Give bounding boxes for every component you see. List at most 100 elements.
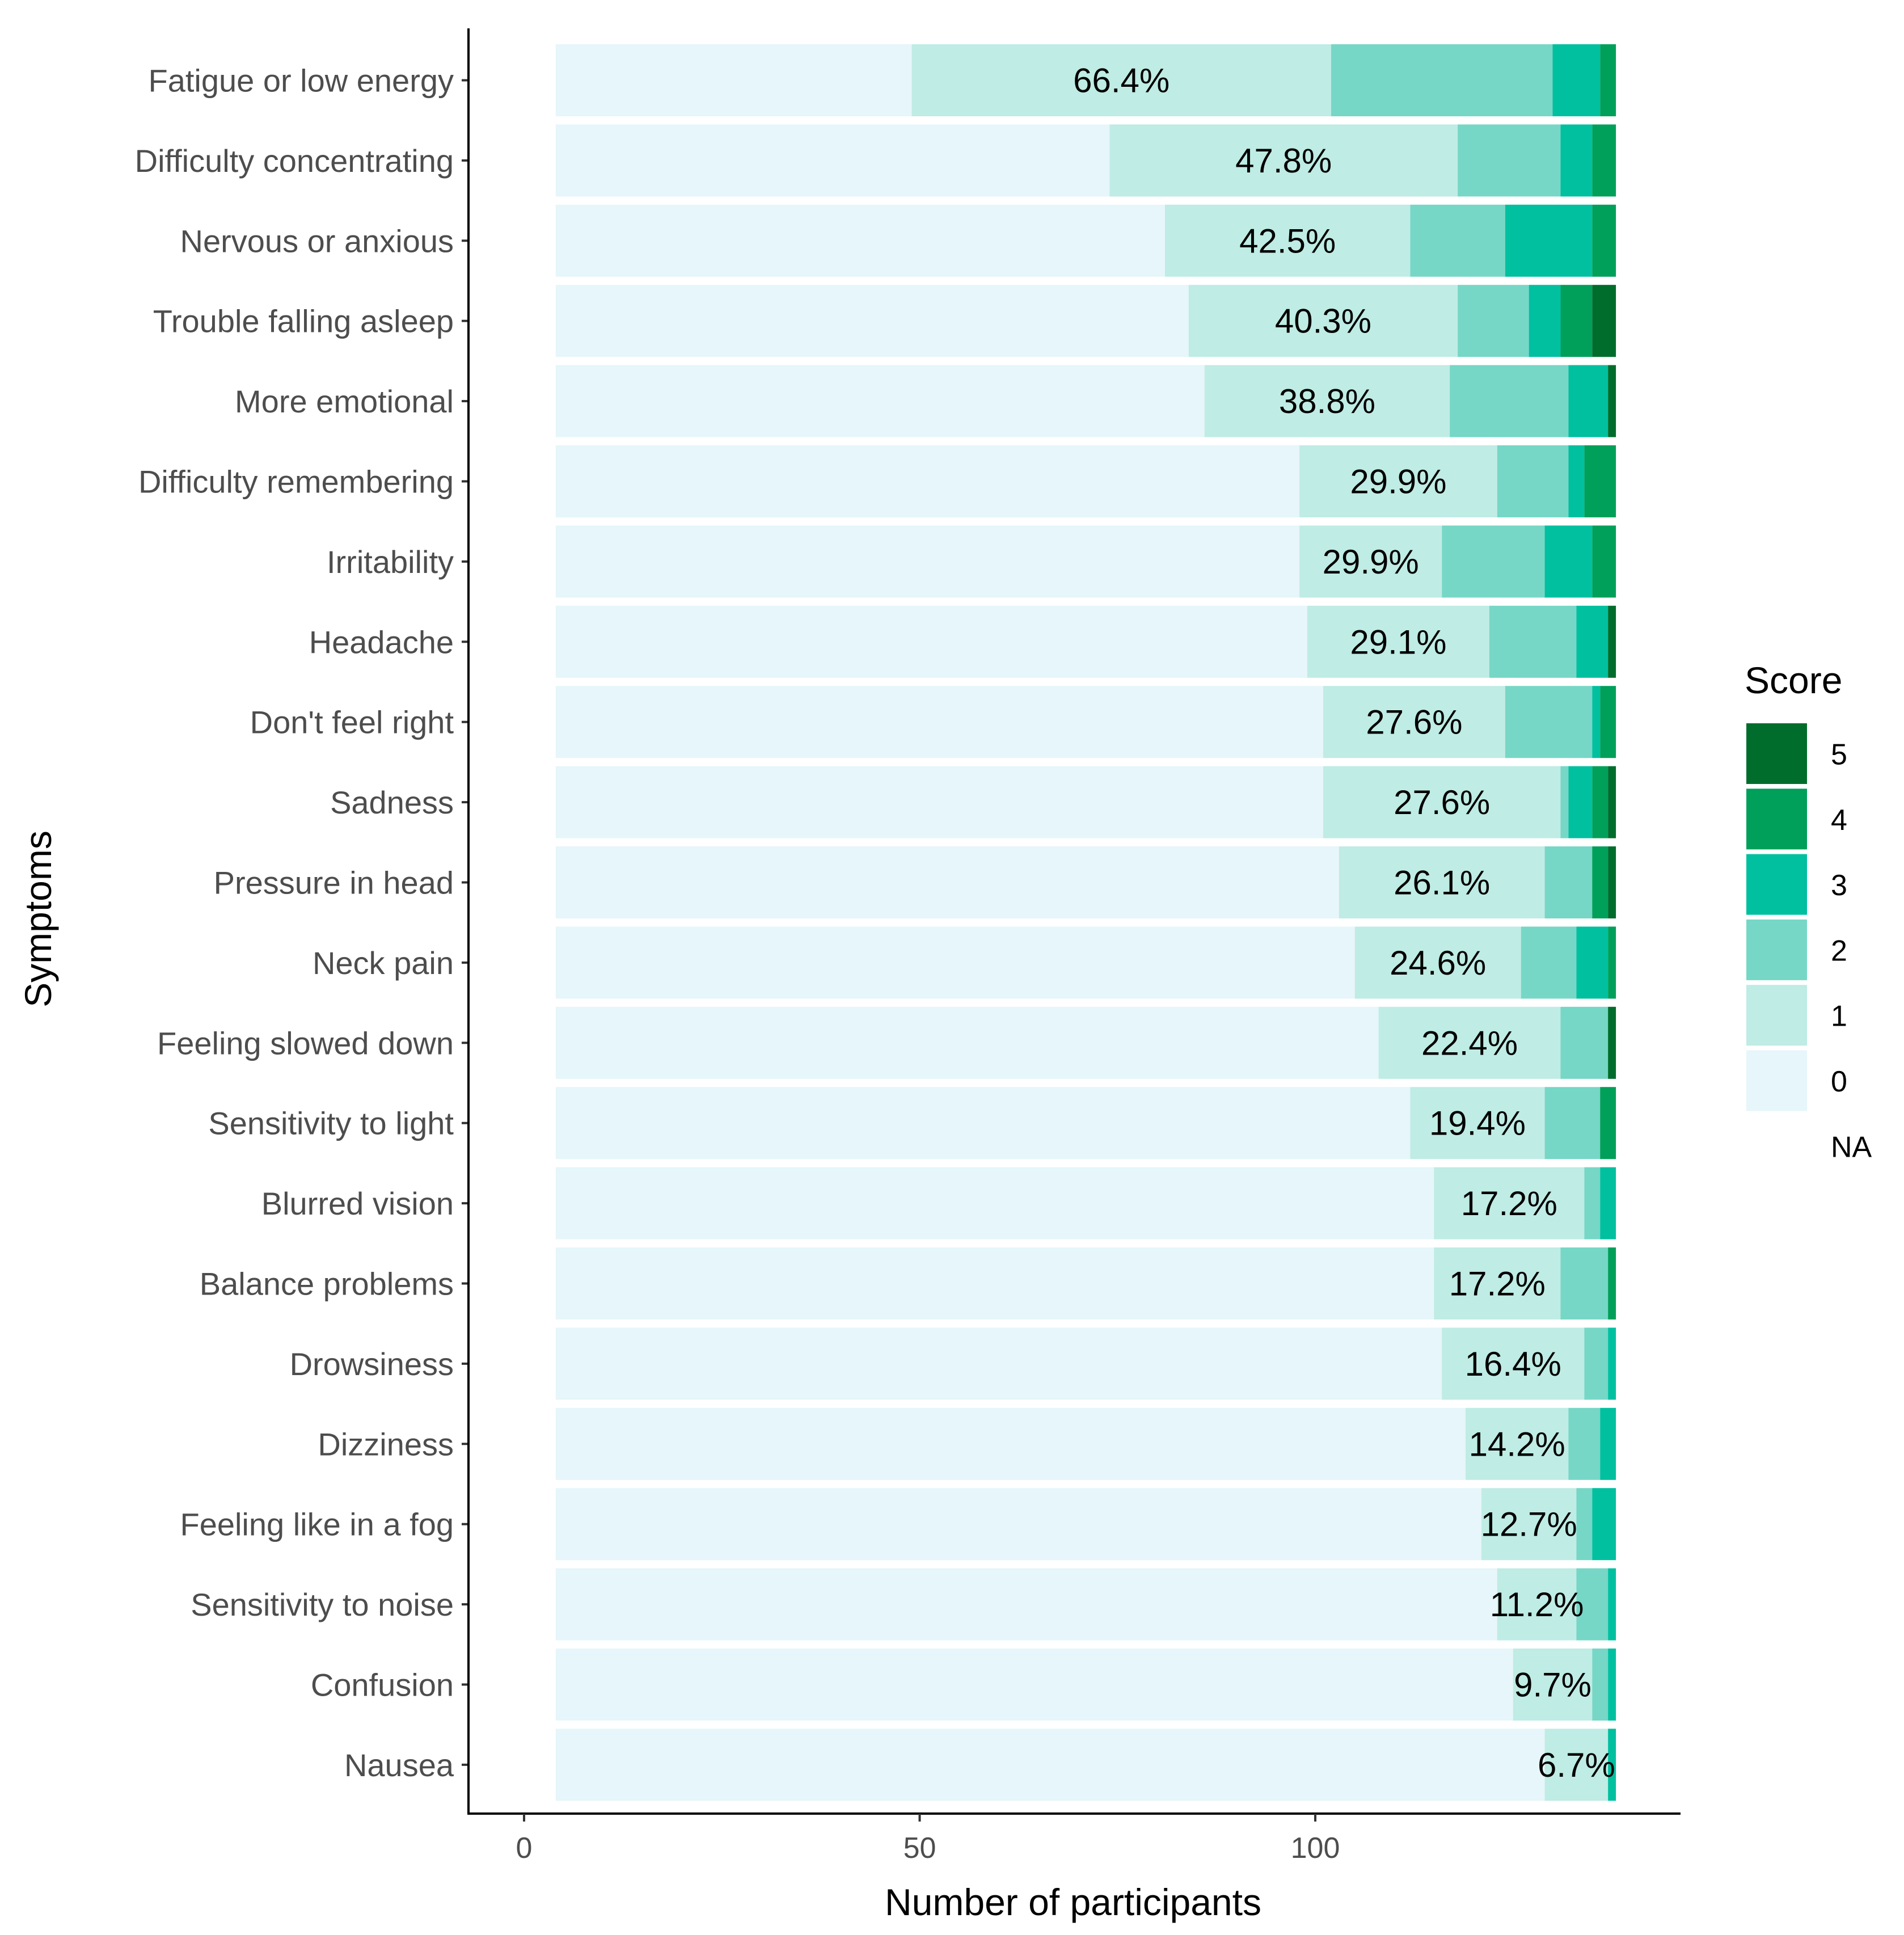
category-label: Nervous or anxious (180, 223, 454, 259)
percent-label: 42.5% (1239, 222, 1336, 260)
bar-segment-nervous-or-anxious-score-2 (1410, 204, 1505, 277)
bar-segment-sensitivity-to-light-score-4 (1600, 1087, 1616, 1160)
bar-segment-neck-pain-score-3 (1576, 926, 1609, 999)
legend-label: 5 (1831, 739, 1847, 772)
category-label: Difficulty concentrating (135, 143, 454, 179)
bar-segment-difficulty-concentrating-score-3 (1560, 124, 1593, 197)
bar-segment-drowsiness-score-2 (1584, 1327, 1609, 1400)
bar-segment-difficulty-remembering-score-4 (1584, 445, 1616, 517)
bar-segment-trouble-falling-asleep-score-3 (1529, 285, 1561, 357)
legend-label: NA (1831, 1131, 1872, 1163)
bar-segment-dizziness-score-2 (1568, 1407, 1601, 1480)
bar-segment-sadness-score-5 (1608, 766, 1616, 838)
bar-segment-sadness-score-2 (1560, 766, 1569, 838)
bar-segment-sensitivity-to-light-score-1 (1410, 1087, 1545, 1160)
bar-segment-blurred-vision-score-1 (1434, 1167, 1585, 1240)
bar-segment-difficulty-remembering-score-3 (1568, 445, 1585, 517)
legend-swatch-1 (1746, 985, 1807, 1046)
bar-segment-confusion-score-0 (555, 1649, 1513, 1721)
bar-segment-trouble-falling-asleep-score-1 (1188, 285, 1458, 357)
bar-segment-don-t-feel-right-score-3 (1592, 686, 1601, 758)
percent-label: 47.8% (1235, 142, 1332, 180)
bar-segment-drowsiness-score-1 (1442, 1327, 1585, 1400)
legend-swatch-3 (1746, 854, 1807, 915)
percent-label: 26.1% (1394, 864, 1490, 902)
bar-segment-sensitivity-to-light-score-2 (1544, 1087, 1601, 1160)
bar-segment-nervous-or-anxious-score-0 (555, 204, 1165, 277)
bar-segment-nausea-score-3 (1608, 1729, 1616, 1801)
category-label: Drowsiness (290, 1346, 454, 1382)
bar-segment-pressure-in-head-score-0 (555, 846, 1339, 918)
percent-label: 17.2% (1449, 1265, 1546, 1303)
bar-segment-difficulty-concentrating-score-1 (1109, 124, 1458, 197)
percent-label: 29.9% (1350, 463, 1446, 501)
category-label: Difficulty remembering (138, 464, 454, 500)
category-label: Blurred vision (261, 1186, 454, 1221)
bar-segment-dizziness-score-0 (555, 1407, 1466, 1480)
bar-segment-feeling-slowed-down-score-5 (1608, 1006, 1616, 1079)
percent-label: 24.6% (1390, 944, 1486, 982)
x-axis: 0 50 100 (467, 1812, 1681, 1865)
bar-segment-more-emotional-score-0 (555, 365, 1205, 437)
bar-segment-headache-score-2 (1489, 605, 1577, 678)
bar-segment-more-emotional-score-5 (1608, 365, 1616, 437)
y-axis-title: Symptoms (17, 831, 59, 1007)
bar-segment-headache-score-3 (1576, 605, 1609, 678)
legend-label: 0 (1831, 1065, 1847, 1098)
bar-segment-difficulty-concentrating-score-4 (1592, 124, 1616, 197)
bar-segment-difficulty-remembering-score-2 (1497, 445, 1569, 517)
bar-segment-feeling-like-in-a-fog-score-2 (1576, 1488, 1593, 1561)
bar-segment-dizziness-score-3 (1600, 1407, 1616, 1480)
percent-label: 14.2% (1469, 1425, 1565, 1463)
category-label: Nausea (344, 1747, 454, 1783)
legend-swatch-4 (1746, 789, 1807, 850)
bar-segment-nervous-or-anxious-score-3 (1505, 204, 1593, 277)
bar-segment-pressure-in-head-score-2 (1544, 846, 1593, 918)
legend-label: 4 (1831, 804, 1847, 837)
bar-segment-fatigue-or-low-energy-score-1 (911, 44, 1331, 116)
x-tick-label: 50 (904, 1832, 936, 1865)
bar-segment-feeling-slowed-down-score-1 (1378, 1006, 1561, 1079)
category-label: Pressure in head (214, 865, 454, 901)
percent-label: 29.9% (1323, 543, 1419, 581)
category-label: Irritability (327, 544, 454, 580)
bar-segment-sensitivity-to-noise-score-2 (1576, 1568, 1609, 1641)
percent-label: 16.4% (1465, 1345, 1561, 1383)
bar-segment-confusion-score-3 (1608, 1649, 1616, 1721)
bar-segment-sadness-score-3 (1568, 766, 1593, 838)
bar-segment-trouble-falling-asleep-score-2 (1458, 285, 1529, 357)
bar-segment-blurred-vision-score-0 (555, 1167, 1434, 1240)
bar-segment-blurred-vision-score-3 (1600, 1167, 1616, 1240)
percent-label: 38.8% (1279, 382, 1375, 420)
legend-swatch-na (1746, 1115, 1807, 1177)
bar-segment-irritability-score-0 (555, 525, 1300, 598)
bar-segment-feeling-like-in-a-fog-score-3 (1592, 1488, 1616, 1561)
bar-segment-nausea-score-0 (555, 1729, 1545, 1801)
bar-segment-irritability-score-4 (1592, 525, 1616, 598)
bar-segment-irritability-score-1 (1299, 525, 1442, 598)
bars-layer (555, 44, 1616, 1801)
percent-label: 17.2% (1461, 1184, 1557, 1222)
bar-segment-more-emotional-score-3 (1568, 365, 1609, 437)
percent-label: 27.6% (1394, 783, 1490, 821)
bar-segment-balance-problems-score-4 (1608, 1247, 1616, 1319)
percent-label: 66.4% (1073, 62, 1170, 100)
category-label: Sadness (330, 785, 454, 820)
legend-swatch-0 (1746, 1050, 1807, 1111)
category-label: Trouble falling asleep (153, 303, 454, 339)
bar-segment-balance-problems-score-0 (555, 1247, 1434, 1319)
bar-segment-neck-pain-score-2 (1521, 926, 1577, 999)
x-axis-title: Number of participants (885, 1881, 1261, 1923)
bar-segment-sensitivity-to-noise-score-0 (555, 1568, 1497, 1641)
category-label: Headache (309, 624, 454, 660)
bar-segment-feeling-like-in-a-fog-score-1 (1481, 1488, 1577, 1561)
bar-segment-drowsiness-score-3 (1608, 1327, 1616, 1400)
bar-segment-neck-pain-score-4 (1608, 926, 1616, 999)
bar-segment-sensitivity-to-light-score-0 (555, 1087, 1411, 1160)
legend-swatch-2 (1746, 919, 1807, 980)
y-axis: Fatigue or low energy Difficulty concentr… (135, 28, 470, 1814)
bar-segment-sensitivity-to-noise-score-3 (1608, 1568, 1616, 1641)
bar-segment-feeling-slowed-down-score-0 (555, 1006, 1379, 1079)
bar-segment-fatigue-or-low-energy-score-0 (555, 44, 912, 116)
